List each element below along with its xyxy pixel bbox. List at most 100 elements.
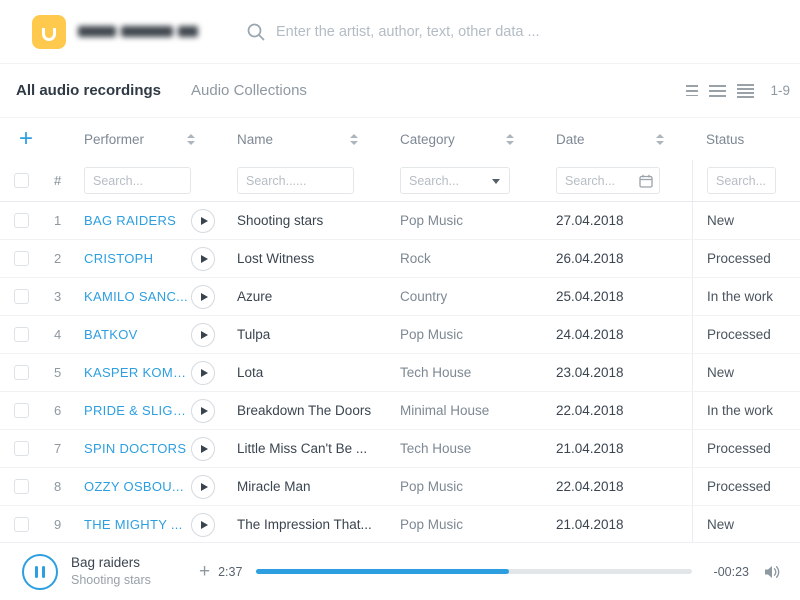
view-dense-list-icon[interactable]: [737, 83, 755, 98]
column-header-status: Status: [692, 132, 800, 147]
row-checkbox[interactable]: [14, 327, 29, 342]
table-row[interactable]: 2 CRISTOPH Lost Witness Rock 26.04.2018 …: [0, 240, 800, 278]
brand-text-blurred: [78, 26, 198, 37]
track-status: In the work: [692, 278, 800, 315]
volume-button[interactable]: [763, 564, 782, 580]
track-date: 26.04.2018: [556, 251, 624, 266]
performer-link[interactable]: PRIDE & SLIGH...: [84, 403, 191, 418]
performer-link[interactable]: BATKOV: [84, 327, 138, 342]
table-header-row: + Performer Name Category Date Status: [0, 118, 800, 160]
progress-fill: [256, 569, 509, 574]
tabs-row: All audio recordings Audio Collections 1…: [0, 64, 800, 118]
performer-filter-input[interactable]: [84, 167, 191, 194]
table-row[interactable]: 3 KAMILO SANC... Azure Country 25.04.201…: [0, 278, 800, 316]
pause-button[interactable]: [22, 553, 58, 590]
performer-link[interactable]: THE MIGHTY ...: [84, 517, 183, 532]
select-all-checkbox[interactable]: [14, 173, 29, 188]
row-number: 6: [54, 403, 62, 418]
track-name: Little Miss Can't Be ...: [237, 441, 368, 456]
table-row[interactable]: 4 BATKOV Tulpa Pop Music 24.04.2018 Proc…: [0, 316, 800, 354]
sort-icon[interactable]: [506, 133, 514, 145]
category-filter-select[interactable]: [400, 167, 510, 194]
performer-link[interactable]: KASPER KOMAN: [84, 365, 191, 380]
search-input[interactable]: [276, 23, 696, 40]
track-date: 23.04.2018: [556, 365, 624, 380]
play-button[interactable]: [191, 512, 215, 537]
performer-link[interactable]: OZZY OSBOU...: [84, 479, 184, 494]
sort-icon[interactable]: [187, 133, 195, 145]
track-status: Processed: [692, 240, 800, 277]
track-category: Pop Music: [400, 479, 464, 494]
add-record-button[interactable]: +: [0, 127, 40, 151]
seek-bar[interactable]: [256, 569, 692, 574]
performer-link[interactable]: KAMILO SANC...: [84, 289, 188, 304]
now-playing-subtitle: Shooting stars: [71, 573, 151, 588]
track-date: 25.04.2018: [556, 289, 624, 304]
play-button[interactable]: [191, 322, 215, 347]
player-add-button[interactable]: +: [199, 561, 211, 582]
play-icon: [200, 406, 208, 415]
track-name: The Impression That...: [237, 517, 372, 532]
performer-link[interactable]: SPIN DOCTORS: [84, 441, 187, 456]
track-name: Miracle Man: [237, 479, 311, 494]
track-name: Tulpa: [237, 327, 271, 342]
global-search: [246, 22, 696, 42]
blur-blob: [78, 26, 116, 37]
row-checkbox[interactable]: [14, 251, 29, 266]
play-button[interactable]: [191, 208, 215, 233]
table-row[interactable]: 6 PRIDE & SLIGH... Breakdown The Doors M…: [0, 392, 800, 430]
row-number: 7: [54, 441, 62, 456]
date-filter-input[interactable]: [556, 167, 660, 194]
column-header-performer: Performer: [70, 132, 223, 147]
play-button[interactable]: [191, 474, 215, 499]
view-medium-list-icon[interactable]: [709, 84, 727, 97]
search-icon: [247, 23, 265, 40]
column-label: Status: [706, 131, 745, 147]
tab-audio-collections[interactable]: Audio Collections: [191, 82, 307, 99]
play-button[interactable]: [191, 360, 215, 385]
track-category: Country: [400, 289, 448, 304]
row-number: 5: [54, 365, 62, 380]
track-status: Processed: [692, 430, 800, 467]
performer-link[interactable]: BAG RAIDERS: [84, 213, 177, 228]
play-button[interactable]: [191, 398, 215, 423]
track-category: Minimal House: [400, 403, 490, 418]
performer-link[interactable]: CRISTOPH: [84, 251, 154, 266]
track-date: 27.04.2018: [556, 213, 624, 228]
play-button[interactable]: [191, 284, 215, 309]
number-column-header: #: [54, 173, 62, 188]
table-row[interactable]: 8 OZZY OSBOU... Miracle Man Pop Music 22…: [0, 468, 800, 506]
row-checkbox[interactable]: [14, 441, 29, 456]
row-checkbox[interactable]: [14, 365, 29, 380]
column-label: Category: [400, 131, 455, 147]
table-row[interactable]: 1 BAG RAIDERS Shooting stars Pop Music 2…: [0, 202, 800, 240]
table-body: 1 BAG RAIDERS Shooting stars Pop Music 2…: [0, 202, 800, 544]
track-name: Azure: [237, 289, 273, 304]
row-checkbox[interactable]: [14, 213, 29, 228]
elapsed-time: 2:37: [218, 564, 243, 579]
row-number: 4: [54, 327, 62, 342]
name-filter-input[interactable]: [237, 167, 354, 194]
app-logo[interactable]: [32, 14, 66, 49]
play-button[interactable]: [191, 436, 215, 461]
track-status: New: [692, 354, 800, 391]
result-range: 1-9: [770, 83, 790, 98]
table-row[interactable]: 7 SPIN DOCTORS Little Miss Can't Be ... …: [0, 430, 800, 468]
status-filter-input[interactable]: [707, 167, 776, 194]
row-checkbox[interactable]: [14, 289, 29, 304]
top-bar: [0, 0, 800, 64]
sort-icon[interactable]: [350, 133, 358, 145]
row-number: 9: [54, 517, 62, 532]
pause-icon: [35, 565, 39, 578]
table-row[interactable]: 5 KASPER KOMAN Lota Tech House 23.04.201…: [0, 354, 800, 392]
row-checkbox[interactable]: [14, 403, 29, 418]
play-button[interactable]: [191, 246, 215, 271]
table-row[interactable]: 9 THE MIGHTY ... The Impression That... …: [0, 506, 800, 544]
column-label: Date: [556, 131, 585, 147]
row-checkbox[interactable]: [14, 479, 29, 494]
sort-icon[interactable]: [656, 133, 664, 145]
view-compact-list-icon[interactable]: [686, 85, 699, 96]
tab-all-audio-recordings[interactable]: All audio recordings: [16, 82, 162, 99]
play-icon: [200, 520, 208, 529]
row-checkbox[interactable]: [14, 517, 29, 532]
